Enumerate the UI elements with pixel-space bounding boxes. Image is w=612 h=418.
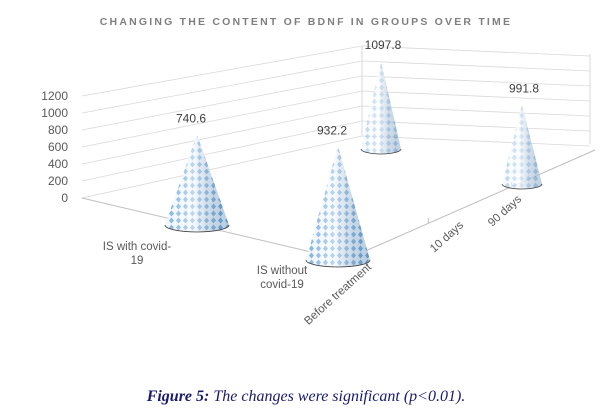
- caption-label: Figure 5:: [146, 388, 210, 405]
- x-category-label: IS with covid-: [103, 241, 172, 253]
- y-tick-label: 800: [48, 123, 68, 137]
- cone-base: [305, 259, 371, 268]
- cone-base: [164, 224, 230, 233]
- cone-shade: [165, 134, 229, 232]
- data-label: 991.8: [509, 82, 539, 96]
- y-tick-label: 600: [48, 140, 68, 154]
- y-tick-label: 1000: [41, 106, 68, 120]
- figure-caption: Figure 5: The changes were significant (…: [0, 388, 612, 406]
- cone-base: [501, 183, 543, 190]
- data-label: 932.2: [317, 123, 347, 137]
- depth-axis-label: 90 days: [486, 193, 524, 229]
- x-axis-labels: IS with covid- 19 IS without covid-19: [103, 241, 308, 291]
- depth-axis-label: Before treatment: [302, 261, 374, 328]
- caption-text: The changes were significant (p<0.01).: [213, 388, 466, 405]
- cone-shade: [361, 61, 401, 155]
- x-category-label: 19: [131, 255, 144, 267]
- chart-title: CHANGING THE CONTENT OF BDNF IN GROUPS O…: [100, 16, 512, 28]
- data-label: 740.6: [176, 112, 206, 126]
- y-tick-label: 400: [48, 157, 68, 171]
- x-category-label: IS without: [257, 265, 308, 277]
- cones: 1097.8 991.8 740.6 932.2: [164, 38, 543, 268]
- y-axis-ticks: 0 200 400 600 800 1000 1200: [41, 89, 68, 205]
- cone-base: [360, 148, 402, 155]
- y-tick-label: 0: [61, 191, 68, 205]
- cone: 991.8: [501, 82, 543, 190]
- depth-axis-label: 10 days: [428, 219, 466, 255]
- cone: 932.2: [305, 123, 371, 268]
- y-tick-label: 200: [48, 174, 68, 188]
- cone: 1097.8: [360, 38, 402, 155]
- y-tick-label: 1200: [41, 89, 68, 103]
- x-category-label: covid-19: [260, 279, 303, 291]
- cone: 740.6: [164, 112, 230, 233]
- data-label: 1097.8: [365, 38, 402, 52]
- cone-shade: [306, 146, 370, 267]
- cone-shade: [502, 104, 542, 189]
